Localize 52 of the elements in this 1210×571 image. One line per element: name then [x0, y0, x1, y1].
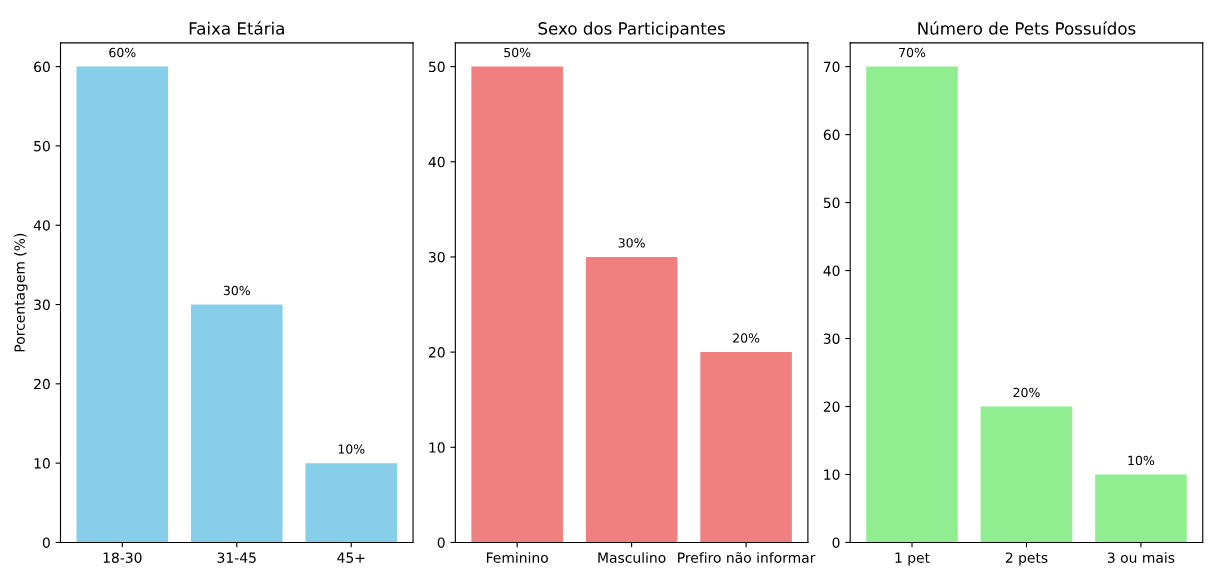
chart-title: Número de Pets Possuídos	[918, 21, 1136, 35]
chart-title: Faixa Etária	[189, 21, 284, 35]
data-label: 50%	[504, 47, 531, 58]
data-label: 20%	[1013, 387, 1040, 398]
data-label: 10%	[338, 444, 365, 454]
y-tick-label: 50	[34, 140, 50, 152]
y-tick-label: 10	[34, 458, 50, 469]
y-tick-label: 50	[823, 197, 840, 209]
bar	[1095, 474, 1187, 543]
x-tick-label: 18-30	[103, 552, 142, 563]
x-tick-label: 45+	[337, 552, 365, 563]
y-tick-label: 0	[42, 537, 50, 548]
x-tick-label: 31-45	[217, 552, 256, 563]
y-tick-label: 40	[428, 156, 445, 168]
bar	[190, 304, 283, 543]
data-label: 30%	[618, 238, 645, 248]
y-tick-label: 30	[34, 299, 50, 311]
y-tick-label: 10	[824, 469, 840, 480]
x-tick-label: 2 pets	[1005, 552, 1048, 566]
y-tick-label: 40	[33, 220, 50, 231]
data-label: 60%	[109, 47, 136, 58]
y-tick-label: 0	[437, 537, 445, 548]
data-label: 10%	[1128, 455, 1155, 466]
x-tick-label: Feminino	[486, 552, 548, 563]
y-tick-label: 20	[428, 347, 445, 358]
y-axis-title: Porcentagem (%)	[14, 233, 28, 352]
y-tick-label: 0	[832, 537, 840, 548]
y-tick-label: 30	[429, 251, 445, 263]
data-label: 20%	[733, 333, 760, 343]
data-label: 30%	[223, 285, 250, 296]
chart-title: Sexo dos Participantes	[538, 21, 725, 38]
bar	[471, 66, 563, 543]
bar	[305, 463, 398, 543]
bar	[76, 66, 169, 543]
bar	[585, 256, 678, 543]
bar	[866, 66, 958, 543]
y-tick-label: 20	[34, 378, 50, 390]
x-tick-label: 3 ou mais	[1107, 552, 1175, 563]
y-tick-label: 30	[823, 333, 840, 344]
y-tick-label: 70	[823, 61, 840, 73]
bar	[700, 352, 792, 543]
y-tick-label: 60	[34, 61, 50, 73]
x-tick-label: 1 pet	[895, 552, 930, 566]
x-tick-label: Prefiro não informar	[678, 551, 816, 563]
x-tick-label: Masculino	[598, 552, 666, 563]
y-tick-label: 60	[823, 129, 840, 141]
y-tick-label: 10	[429, 442, 445, 453]
y-tick-label: 50	[429, 61, 445, 73]
bar	[980, 406, 1073, 543]
y-tick-label: 20	[823, 401, 840, 412]
y-tick-label: 40	[823, 265, 840, 277]
data-label: 70%	[899, 47, 926, 58]
